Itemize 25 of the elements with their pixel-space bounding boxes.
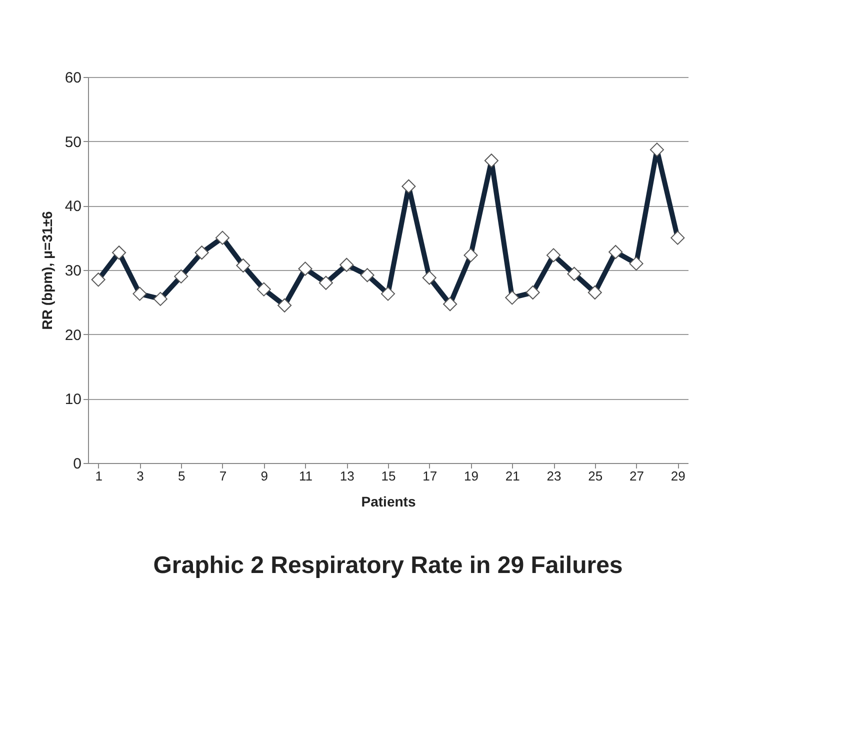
y-tick-label: 0 bbox=[73, 456, 82, 472]
y-tick-label: 30 bbox=[64, 262, 82, 280]
x-tick-label: 11 bbox=[298, 468, 312, 484]
x-tick-label: 1 bbox=[95, 468, 102, 484]
y-tick-label: 60 bbox=[64, 70, 82, 86]
y-axis-title: RR (bpm), μ=31±6 bbox=[38, 211, 55, 330]
x-tick-label: 25 bbox=[588, 468, 603, 484]
x-tick-label: 17 bbox=[422, 468, 438, 484]
x-tick-label: 27 bbox=[630, 468, 644, 484]
x-tick-label: 3 bbox=[136, 468, 144, 484]
x-tick-label: 7 bbox=[219, 468, 227, 484]
x-tick-label: 13 bbox=[340, 468, 354, 484]
y-tick-label: 20 bbox=[64, 326, 82, 344]
x-tick-label: 21 bbox=[505, 468, 520, 484]
y-tick-label: 40 bbox=[64, 198, 82, 216]
x-tick-label: 9 bbox=[260, 468, 268, 484]
y-tick-label: 50 bbox=[64, 134, 82, 151]
x-axis-title: Patients bbox=[361, 494, 416, 510]
x-tick-label: 29 bbox=[670, 468, 686, 484]
y-tick-label: 10 bbox=[64, 391, 82, 408]
x-tick-label: 23 bbox=[546, 468, 562, 484]
x-tick-label: 19 bbox=[464, 468, 478, 484]
text: Graphic 2 Respiratory Rate in 29 Failures bbox=[153, 552, 623, 579]
x-tick-label: 5 bbox=[178, 468, 186, 484]
x-tick-label: 15 bbox=[381, 468, 396, 484]
